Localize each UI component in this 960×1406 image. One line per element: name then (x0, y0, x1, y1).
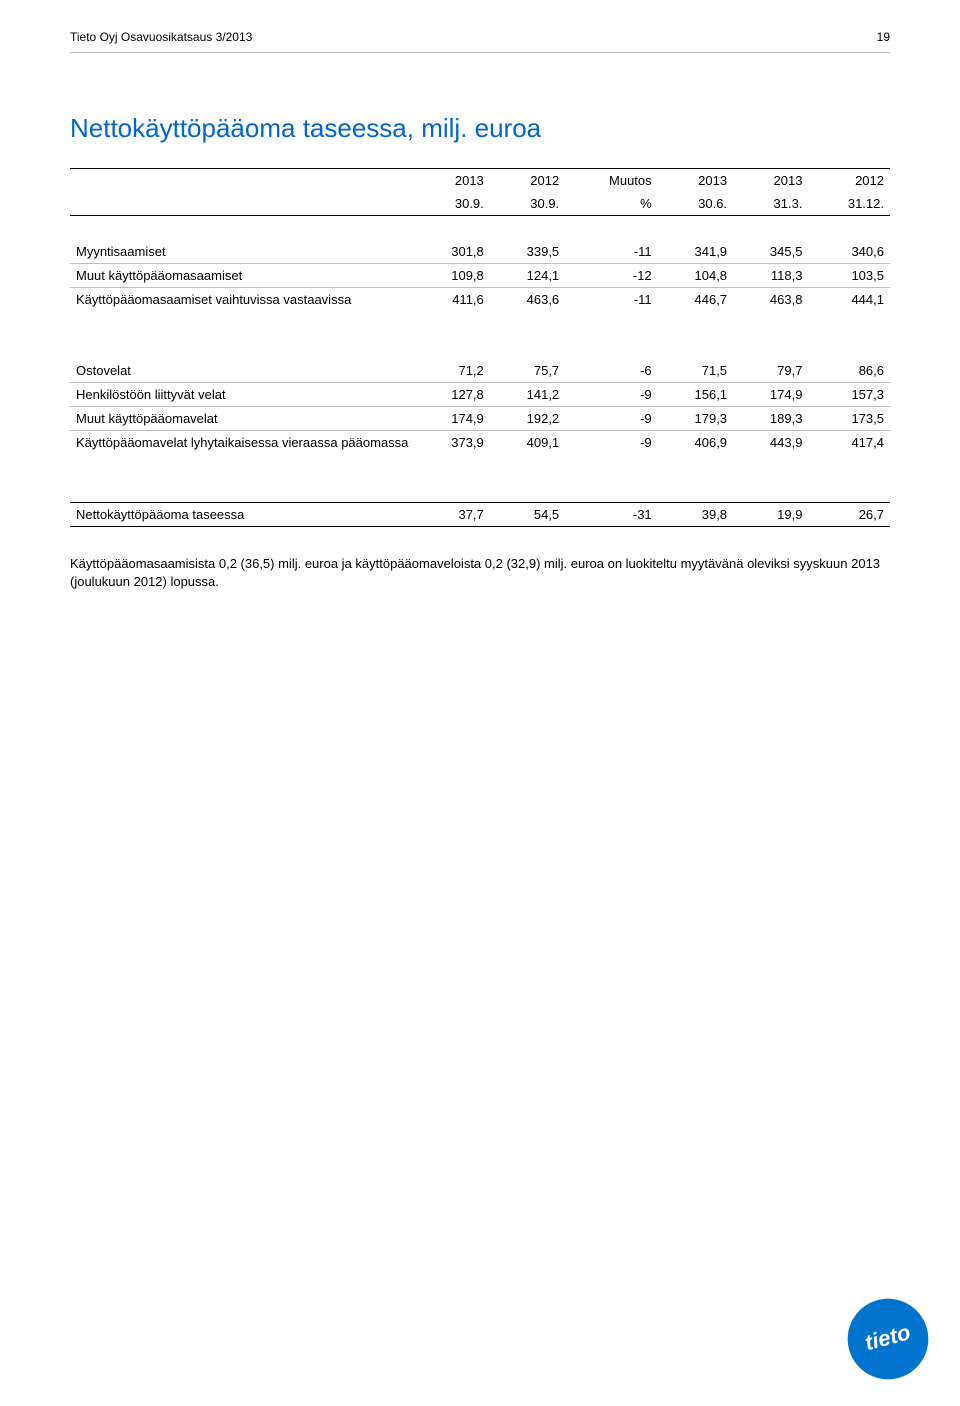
gap (70, 454, 890, 478)
row-value: -9 (565, 431, 657, 455)
row-label: Muut käyttöpääomavelat (70, 407, 414, 431)
row-value: 443,9 (733, 431, 808, 455)
gap (70, 311, 890, 335)
table-row: Myyntisaamiset301,8339,5-11341,9345,5340… (70, 240, 890, 264)
row-value: 71,5 (658, 359, 733, 383)
row-value: 189,3 (733, 407, 808, 431)
row-value: 157,3 (808, 383, 890, 407)
row-value: 339,5 (490, 240, 565, 264)
col1-top: 2013 (414, 169, 489, 193)
row-value: 406,9 (658, 431, 733, 455)
table-row: Muut käyttöpääomavelat174,9192,2-9179,31… (70, 407, 890, 431)
col5-bot: 31.3. (733, 192, 808, 216)
header-right: 19 (877, 30, 890, 44)
row-value: 341,9 (658, 240, 733, 264)
row-value: 179,3 (658, 407, 733, 431)
col6-top: 2012 (808, 169, 890, 193)
totals-label: Nettokäyttöpääoma taseessa (70, 503, 414, 527)
col2-top: 2012 (490, 169, 565, 193)
row-value: 127,8 (414, 383, 489, 407)
row-value: 109,8 (414, 264, 489, 288)
row-label: Käyttöpääomasaamiset vaihtuvissa vastaav… (70, 288, 414, 312)
row-value: 71,2 (414, 359, 489, 383)
row-value: 173,5 (808, 407, 890, 431)
totals-value: 54,5 (490, 503, 565, 527)
totals-value: 26,7 (808, 503, 890, 527)
row-value: 156,1 (658, 383, 733, 407)
row-value: 75,7 (490, 359, 565, 383)
row-label: Käyttöpääomavelat lyhytaikaisessa vieraa… (70, 431, 414, 455)
row-value: -6 (565, 359, 657, 383)
row-value: -11 (565, 240, 657, 264)
gap (70, 216, 890, 241)
row-value: 373,9 (414, 431, 489, 455)
row-value: -9 (565, 407, 657, 431)
totals-value: 19,9 (733, 503, 808, 527)
row-value: 340,6 (808, 240, 890, 264)
row-value: 124,1 (490, 264, 565, 288)
totals-value: 39,8 (658, 503, 733, 527)
row-label: Muut käyttöpääomasaamiset (70, 264, 414, 288)
row-label: Ostovelat (70, 359, 414, 383)
col4-bot: 30.6. (658, 192, 733, 216)
totals-row: Nettokäyttöpääoma taseessa37,754,5-3139,… (70, 503, 890, 527)
totals-value: -31 (565, 503, 657, 527)
row-value: 301,8 (414, 240, 489, 264)
header-left: Tieto Oyj Osavuosikatsaus 3/2013 (70, 30, 252, 44)
row-value: 104,8 (658, 264, 733, 288)
row-value: 417,4 (808, 431, 890, 455)
row-value: 345,5 (733, 240, 808, 264)
col5-top: 2013 (733, 169, 808, 193)
row-value: 86,6 (808, 359, 890, 383)
row-value: 463,8 (733, 288, 808, 312)
gap (70, 335, 890, 359)
row-label: Myyntisaamiset (70, 240, 414, 264)
col3-top: Muutos (565, 169, 657, 193)
row-value: -9 (565, 383, 657, 407)
col3-bot: % (565, 192, 657, 216)
row-value: 118,3 (733, 264, 808, 288)
row-value: 103,5 (808, 264, 890, 288)
col2-bot: 30.9. (490, 192, 565, 216)
col6-bot: 31.12. (808, 192, 890, 216)
col4-top: 2013 (658, 169, 733, 193)
col-blank (70, 169, 414, 193)
company-logo: tieto (846, 1297, 930, 1386)
row-label: Henkilöstöön liittyvät velat (70, 383, 414, 407)
row-value: 444,1 (808, 288, 890, 312)
header-divider (70, 52, 890, 53)
col-blank2 (70, 192, 414, 216)
table-row: Muut käyttöpääomasaamiset109,8124,1-1210… (70, 264, 890, 288)
row-value: 446,7 (658, 288, 733, 312)
totals-value: 37,7 (414, 503, 489, 527)
row-value: 174,9 (733, 383, 808, 407)
table-row: Käyttöpääomasaamiset vaihtuvissa vastaav… (70, 288, 890, 312)
gap (70, 478, 890, 503)
table-row: Henkilöstöön liittyvät velat127,8141,2-9… (70, 383, 890, 407)
row-value: 79,7 (733, 359, 808, 383)
page-title: Nettokäyttöpääoma taseessa, milj. euroa (70, 113, 890, 144)
row-value: 411,6 (414, 288, 489, 312)
row-value: -11 (565, 288, 657, 312)
table-row: Ostovelat71,275,7-671,579,786,6 (70, 359, 890, 383)
row-value: 192,2 (490, 407, 565, 431)
data-table: 2013 2012 Muutos 2013 2013 2012 30.9. 30… (70, 168, 890, 527)
footnote: Käyttöpääomasaamisista 0,2 (36,5) milj. … (70, 555, 890, 591)
col1-bot: 30.9. (414, 192, 489, 216)
row-value: 463,6 (490, 288, 565, 312)
row-value: 409,1 (490, 431, 565, 455)
row-value: -12 (565, 264, 657, 288)
table-row: Käyttöpääomavelat lyhytaikaisessa vieraa… (70, 431, 890, 455)
row-value: 141,2 (490, 383, 565, 407)
row-value: 174,9 (414, 407, 489, 431)
